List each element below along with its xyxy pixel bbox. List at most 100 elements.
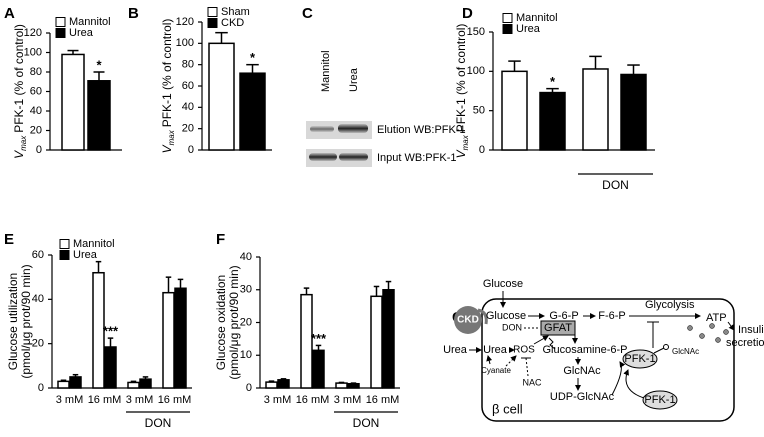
node-label: β cell bbox=[492, 401, 523, 416]
node-label: Glucose bbox=[483, 278, 523, 290]
node-label: secretion bbox=[726, 337, 764, 349]
significance: *** bbox=[311, 331, 327, 346]
y-tick-label: 50 bbox=[473, 105, 485, 117]
y-tick-label: 150 bbox=[467, 26, 485, 38]
granule bbox=[687, 325, 693, 331]
legend-swatch bbox=[55, 28, 66, 38]
node-label: Urea bbox=[443, 344, 468, 356]
y-label-symbol: V bbox=[160, 144, 174, 153]
legend-label: Mannitol bbox=[516, 12, 558, 24]
y-axis-label: Vmax PFK-1 (% of control) bbox=[12, 24, 28, 159]
y-tick-label: 40 bbox=[182, 101, 194, 113]
y-label-text: PFK-1 (% of control) bbox=[454, 24, 468, 133]
blot-band bbox=[310, 126, 334, 132]
ckd-tail bbox=[477, 308, 488, 325]
bar bbox=[382, 289, 395, 389]
node-label: DON bbox=[502, 322, 522, 332]
y-label-text: PFK-1 (% of control) bbox=[160, 19, 174, 128]
blot-band bbox=[339, 153, 368, 161]
x-tick-label: 3 mM bbox=[126, 394, 154, 406]
y-label-symbol: V bbox=[12, 150, 26, 159]
legend-label: Mannitol bbox=[73, 238, 115, 250]
y-axis-label: (pmol/μg prot/90 min) bbox=[19, 264, 33, 378]
y-tick-label: 20 bbox=[240, 316, 252, 328]
legend-label: Urea bbox=[516, 23, 541, 35]
arrow bbox=[623, 369, 645, 399]
node-label: GlcNAc bbox=[672, 347, 699, 356]
legend-label: Urea bbox=[73, 249, 98, 261]
arrow bbox=[486, 355, 493, 365]
gfat-box bbox=[540, 320, 576, 336]
y-tick-label: 40 bbox=[32, 293, 44, 305]
blot-band bbox=[309, 153, 337, 161]
granule bbox=[715, 337, 721, 343]
x-tick-label: 16 mM bbox=[158, 394, 192, 406]
enzyme bbox=[622, 349, 658, 369]
y-tick-label: 20 bbox=[182, 123, 194, 135]
node-label: Glucose bbox=[486, 310, 526, 322]
bar bbox=[347, 382, 360, 389]
diagram-panel: G CKD Glucose Glucose G-6-P F-6-P Glycol… bbox=[443, 278, 764, 422]
y-tick-label: 100 bbox=[176, 37, 194, 49]
cell-outline bbox=[481, 298, 735, 422]
y-axis-label: VmaxPFK-1 (% of control) bbox=[454, 24, 470, 159]
bar bbox=[61, 53, 85, 151]
y-label-text: PFK-1 (% of control) bbox=[12, 24, 26, 133]
group-label: DON bbox=[353, 416, 380, 430]
lane-label: Mannitol bbox=[320, 50, 332, 92]
bar bbox=[127, 381, 140, 389]
y-tick-label: 80 bbox=[30, 66, 42, 78]
bond-site bbox=[663, 344, 669, 350]
node-label: F-6-P bbox=[598, 310, 626, 322]
bar bbox=[370, 295, 383, 389]
bar bbox=[208, 42, 235, 151]
y-tick-label: 0 bbox=[246, 382, 252, 394]
bar bbox=[300, 293, 313, 389]
y-tick-label: 0 bbox=[38, 382, 44, 394]
y-tick-label: 120 bbox=[176, 16, 194, 28]
node-label: PFK-1 bbox=[624, 353, 655, 365]
legend-label: Mannitol bbox=[69, 16, 111, 28]
y-axis-label: VmaxPFK-1 (% of control) bbox=[160, 19, 176, 154]
node-label: Glucosamine-6-P bbox=[543, 344, 628, 356]
node-label: ROS bbox=[513, 345, 535, 356]
legend-swatch bbox=[502, 13, 513, 23]
bar bbox=[620, 73, 647, 151]
legend-label: Urea bbox=[69, 27, 94, 39]
legend-swatch bbox=[502, 24, 513, 34]
legend-swatch bbox=[59, 239, 70, 249]
y-axis-label: Glucose utilization bbox=[6, 273, 20, 370]
y-label-subscript: max bbox=[19, 135, 28, 151]
y-tick-label: 80 bbox=[182, 59, 194, 71]
bar bbox=[92, 271, 105, 389]
bar bbox=[87, 80, 111, 151]
enzyme bbox=[642, 390, 678, 410]
node-label: UDP-GlcNAc bbox=[550, 391, 615, 403]
bar bbox=[162, 291, 175, 389]
x-tick-label: 16 mM bbox=[296, 394, 330, 406]
row-label: Elution WB:PFK-1 bbox=[377, 124, 466, 136]
legend-label: Sham bbox=[221, 6, 250, 18]
bar bbox=[239, 72, 266, 151]
x-tick-label: 3 mM bbox=[264, 394, 292, 406]
panel-letter: A bbox=[4, 5, 15, 22]
granule bbox=[699, 333, 705, 339]
y-tick-label: 60 bbox=[30, 85, 42, 97]
x-tick-label: 3 mM bbox=[334, 394, 362, 406]
group-label: DON bbox=[145, 416, 172, 430]
x-tick-label: 16 mM bbox=[366, 394, 400, 406]
significance: * bbox=[250, 50, 256, 65]
y-tick-label: 0 bbox=[36, 144, 42, 156]
panel-letter: C bbox=[302, 5, 313, 22]
node-label: ATP bbox=[706, 312, 727, 324]
arrow bbox=[533, 335, 549, 345]
bar bbox=[69, 376, 82, 389]
significance: *** bbox=[103, 324, 119, 339]
y-tick-label: 60 bbox=[182, 80, 194, 92]
group-label: DON bbox=[602, 178, 629, 192]
y-axis-label: Glucose oxidation bbox=[214, 275, 228, 370]
panel-letter: D bbox=[462, 5, 473, 22]
y-tick-label: 0 bbox=[188, 144, 194, 156]
legend-swatch bbox=[59, 250, 70, 260]
bar bbox=[501, 70, 528, 151]
